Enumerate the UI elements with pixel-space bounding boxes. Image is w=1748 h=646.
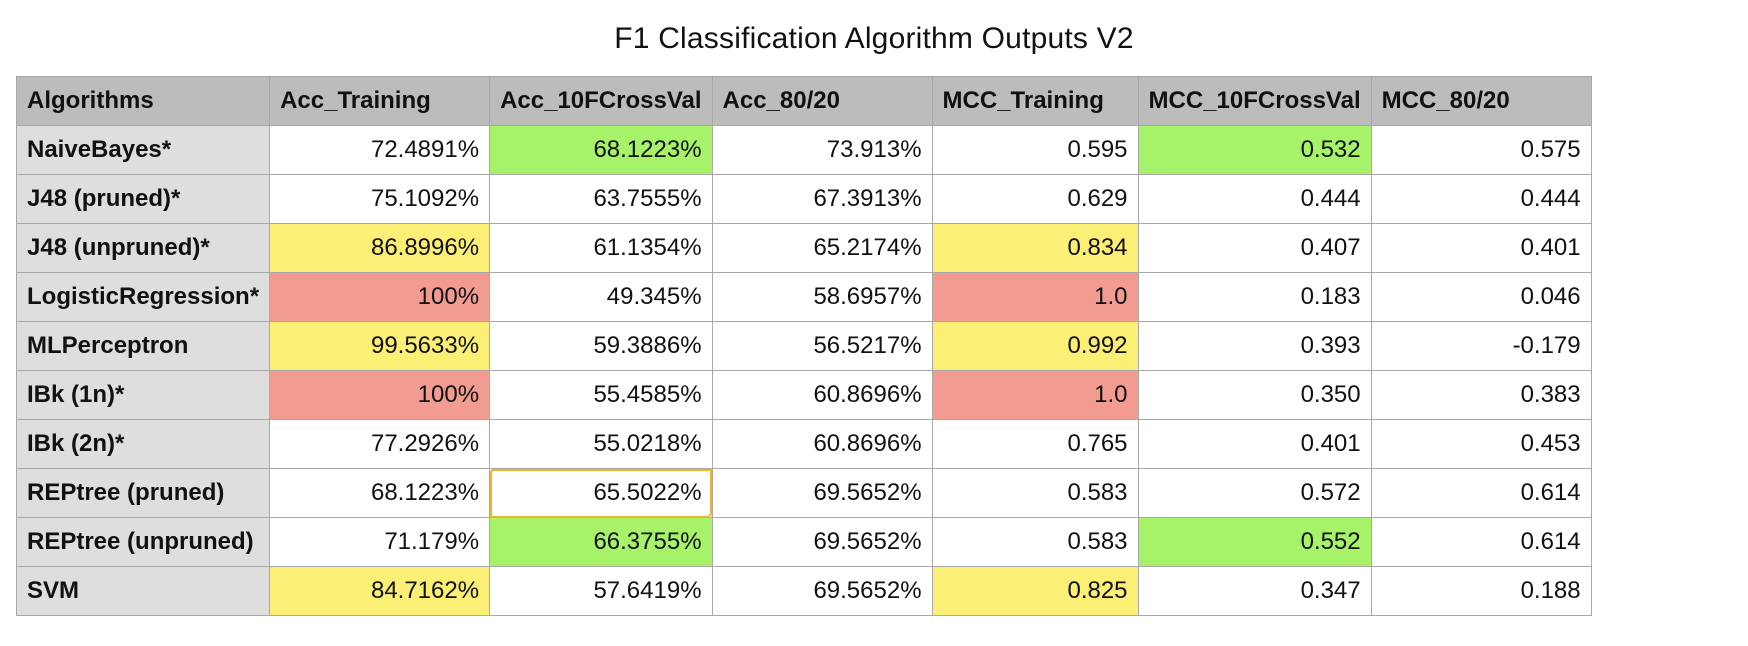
table-cell[interactable]: 0.532 xyxy=(1137,125,1372,175)
row-header[interactable]: J48 (unpruned)* xyxy=(15,223,271,273)
selected-cell[interactable]: 65.5022% xyxy=(489,468,713,518)
table-cell[interactable]: 0.444 xyxy=(1370,174,1592,224)
table-cell[interactable]: 55.4585% xyxy=(489,370,713,420)
selection-handle[interactable] xyxy=(490,469,495,473)
results-table: Algorithms Acc_Training Acc_10FCrossVal … xyxy=(15,76,1592,616)
row-header[interactable]: J48 (pruned)* xyxy=(15,174,271,224)
table-cell[interactable]: 0.614 xyxy=(1370,468,1592,518)
table-cell[interactable]: 0.583 xyxy=(931,517,1139,567)
table-cell[interactable]: 68.1223% xyxy=(269,468,491,518)
row-header[interactable]: REPtree (unpruned) xyxy=(15,517,271,567)
table-cell[interactable]: 100% xyxy=(269,370,491,420)
header-row: Algorithms Acc_Training Acc_10FCrossVal … xyxy=(15,76,1592,126)
table-cell[interactable]: 0.614 xyxy=(1370,517,1592,567)
row-header[interactable]: MLPerceptron xyxy=(15,321,271,371)
column-header[interactable]: Algorithms xyxy=(15,76,271,126)
table-row: REPtree (unpruned) 71.179% 66.3755% 69.5… xyxy=(15,517,1592,567)
table-cell[interactable]: 0.453 xyxy=(1370,419,1592,469)
selected-cell-value: 65.5022% xyxy=(593,479,702,506)
table-cell[interactable]: 55.0218% xyxy=(489,419,713,469)
table-cell[interactable]: 67.3913% xyxy=(711,174,933,224)
table-row: IBk (1n)* 100% 55.4585% 60.8696% 1.0 0.3… xyxy=(15,370,1592,420)
table-row: NaiveBayes* 72.4891% 68.1223% 73.913% 0.… xyxy=(15,125,1592,175)
row-header[interactable]: NaiveBayes* xyxy=(15,125,271,175)
table-cell[interactable]: 75.1092% xyxy=(269,174,491,224)
table-cell[interactable]: 0.992 xyxy=(931,321,1139,371)
column-header[interactable]: Acc_10FCrossVal xyxy=(489,76,713,126)
table-cell[interactable]: 86.8996% xyxy=(269,223,491,273)
table-row: J48 (pruned)* 75.1092% 63.7555% 67.3913%… xyxy=(15,174,1592,224)
table-row: IBk (2n)* 77.2926% 55.0218% 60.8696% 0.7… xyxy=(15,419,1592,469)
table-cell[interactable]: 99.5633% xyxy=(269,321,491,371)
table-cell[interactable]: 71.179% xyxy=(269,517,491,567)
table-row: REPtree (pruned) 68.1223% 65.5022% 69.56… xyxy=(15,468,1592,518)
table-row: MLPerceptron 99.5633% 59.3886% 56.5217% … xyxy=(15,321,1592,371)
table-cell[interactable]: 0.583 xyxy=(931,468,1139,518)
table-cell[interactable]: 63.7555% xyxy=(489,174,713,224)
table-cell[interactable]: 0.350 xyxy=(1137,370,1372,420)
table-cell[interactable]: 0.595 xyxy=(931,125,1139,175)
table-cell[interactable]: 0.407 xyxy=(1137,223,1372,273)
table-cell[interactable]: 0.183 xyxy=(1137,272,1372,322)
table-cell[interactable]: 0.575 xyxy=(1370,125,1592,175)
table-title: F1 Classification Algorithm Outputs V2 xyxy=(614,22,1134,55)
column-header[interactable]: Acc_Training xyxy=(269,76,491,126)
table-cell[interactable]: 0.834 xyxy=(931,223,1139,273)
table-cell[interactable]: 59.3886% xyxy=(489,321,713,371)
table-cell[interactable]: 60.8696% xyxy=(711,370,933,420)
table-cell[interactable]: 65.2174% xyxy=(711,223,933,273)
table-cell[interactable]: 60.8696% xyxy=(711,419,933,469)
table-cell[interactable]: 69.5652% xyxy=(711,517,933,567)
table-row: J48 (unpruned)* 86.8996% 61.1354% 65.217… xyxy=(15,223,1592,273)
table-cell[interactable]: 49.345% xyxy=(489,272,713,322)
row-header[interactable]: LogisticRegression* xyxy=(15,272,271,322)
table-cell[interactable]: 61.1354% xyxy=(489,223,713,273)
row-header[interactable]: IBk (1n)* xyxy=(15,370,271,420)
table-cell[interactable]: 100% xyxy=(269,272,491,322)
table-cell[interactable]: 0.629 xyxy=(931,174,1139,224)
column-header[interactable]: MCC_80/20 xyxy=(1370,76,1592,126)
table-cell[interactable]: 56.5217% xyxy=(711,321,933,371)
table-row: SVM 84.7162% 57.6419% 69.5652% 0.825 0.3… xyxy=(15,566,1592,616)
table-cell[interactable]: 84.7162% xyxy=(269,566,491,616)
table-cell[interactable]: 77.2926% xyxy=(269,419,491,469)
table-cell[interactable]: 1.0 xyxy=(931,272,1139,322)
selection-handle[interactable] xyxy=(707,513,712,517)
table-cell[interactable]: 0.444 xyxy=(1137,174,1372,224)
table-cell[interactable]: 1.0 xyxy=(931,370,1139,420)
table-cell[interactable]: 0.552 xyxy=(1137,517,1372,567)
table-cell[interactable]: 0.401 xyxy=(1137,419,1372,469)
table-cell[interactable]: 73.913% xyxy=(711,125,933,175)
table-cell[interactable]: 58.6957% xyxy=(711,272,933,322)
column-header[interactable]: MCC_Training xyxy=(931,76,1139,126)
table-cell[interactable]: 66.3755% xyxy=(489,517,713,567)
row-header[interactable]: IBk (2n)* xyxy=(15,419,271,469)
table-cell[interactable]: 0.383 xyxy=(1370,370,1592,420)
table-cell[interactable]: 0.401 xyxy=(1370,223,1592,273)
table-cell[interactable]: 72.4891% xyxy=(269,125,491,175)
table-cell[interactable]: 68.1223% xyxy=(489,125,713,175)
table-cell[interactable]: -0.179 xyxy=(1370,321,1592,371)
table-cell[interactable]: 0.765 xyxy=(931,419,1139,469)
column-header[interactable]: Acc_80/20 xyxy=(711,76,933,126)
table-cell[interactable]: 0.572 xyxy=(1137,468,1372,518)
table-cell[interactable]: 57.6419% xyxy=(489,566,713,616)
column-header[interactable]: MCC_10FCrossVal xyxy=(1137,76,1372,126)
table-cell[interactable]: 0.347 xyxy=(1137,566,1372,616)
table-cell[interactable]: 0.393 xyxy=(1137,321,1372,371)
table-cell[interactable]: 0.188 xyxy=(1370,566,1592,616)
row-header[interactable]: REPtree (pruned) xyxy=(15,468,271,518)
table-row: LogisticRegression* 100% 49.345% 58.6957… xyxy=(15,272,1592,322)
table-cell[interactable]: 69.5652% xyxy=(711,566,933,616)
table-cell[interactable]: 0.825 xyxy=(931,566,1139,616)
row-header[interactable]: SVM xyxy=(15,566,271,616)
table-cell[interactable]: 0.046 xyxy=(1370,272,1592,322)
table-cell[interactable]: 69.5652% xyxy=(711,468,933,518)
